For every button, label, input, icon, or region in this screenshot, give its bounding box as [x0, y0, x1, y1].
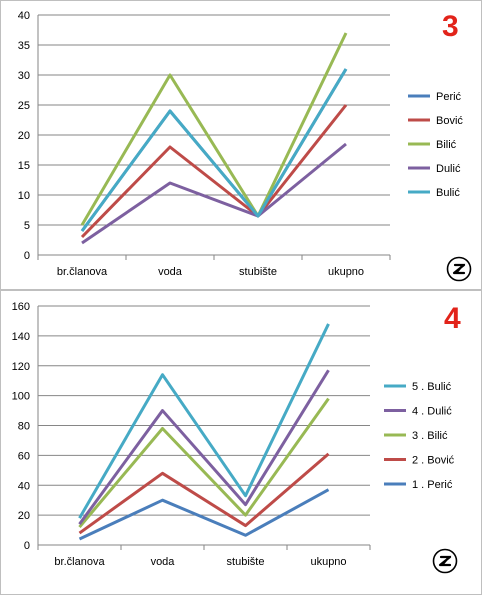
legend-label: Dulić: [436, 163, 461, 175]
y-tick-label: 60: [18, 450, 30, 462]
line-chart-3: 0 5 10 15 20 25 30 35 40 br.članova voda stubište uk…: [0, 0, 482, 290]
series-line: [80, 68, 348, 232]
x-tick-label: voda: [158, 266, 183, 278]
y-tick-label: 120: [12, 361, 30, 373]
logo-icon: [446, 256, 472, 282]
chart-number-badge: 4: [444, 302, 461, 335]
y-tick-label: 40: [18, 480, 30, 492]
series-line: [78, 397, 330, 529]
y-tick-label: 20: [18, 510, 30, 522]
y-tick-label: 140: [12, 331, 30, 343]
chart-panel-4: 0 20 40 60 80 100 120 140 160 br.članova voda stubi…: [0, 290, 482, 595]
y-tick-label: 160: [12, 301, 30, 313]
series-line: [78, 323, 330, 519]
line-chart-4: 0 20 40 60 80 100 120 140 160 br.članova voda stubi…: [0, 290, 482, 595]
legend-label: Perić: [436, 91, 462, 103]
y-tick-label: 0: [24, 250, 30, 262]
series-line: [81, 142, 347, 245]
y-tick-label: 100: [12, 391, 30, 403]
series-line: [80, 32, 348, 226]
legend-label: Bilić: [436, 139, 457, 151]
logo-icon: [432, 548, 458, 574]
chart-number-badge: 3: [442, 10, 459, 43]
series-line: [78, 452, 330, 535]
legend-label: 5 . Bulić: [412, 381, 452, 393]
series-line: [78, 488, 330, 541]
legend-label: Bulić: [436, 187, 460, 199]
y-tick-label: 10: [18, 190, 30, 202]
x-tick-label: br.članova: [57, 266, 108, 278]
legend-label: Bović: [436, 115, 463, 127]
y-tick-label: 5: [24, 220, 30, 232]
y-tick-label: 80: [18, 421, 30, 433]
y-tick-label: 0: [24, 540, 30, 552]
y-tick-label: 35: [18, 40, 30, 52]
x-tick-label: stubište: [239, 266, 277, 278]
y-tick-label: 20: [18, 130, 30, 142]
y-tick-label: 25: [18, 100, 30, 112]
series-line: [80, 104, 348, 239]
x-tick-label: br.članova: [54, 556, 105, 568]
y-tick-label: 30: [18, 70, 30, 82]
legend-label: 4 . Dulić: [412, 406, 452, 418]
series-line: [80, 68, 348, 232]
series-line: [78, 369, 330, 525]
x-tick-label: voda: [151, 556, 176, 568]
x-tick-label: ukupno: [310, 556, 346, 568]
legend-label: 3 . Bilić: [412, 430, 448, 442]
legend-label: 2 . Bović: [412, 455, 455, 467]
x-tick-label: stubište: [227, 556, 265, 568]
x-tick-label: ukupno: [328, 266, 364, 278]
legend-label: 1 . Perić: [412, 479, 453, 491]
chart-panel-3: 0 5 10 15 20 25 30 35 40 br.članova voda stubište uk…: [0, 0, 482, 290]
y-tick-label: 40: [18, 10, 30, 22]
y-tick-label: 15: [18, 160, 30, 172]
